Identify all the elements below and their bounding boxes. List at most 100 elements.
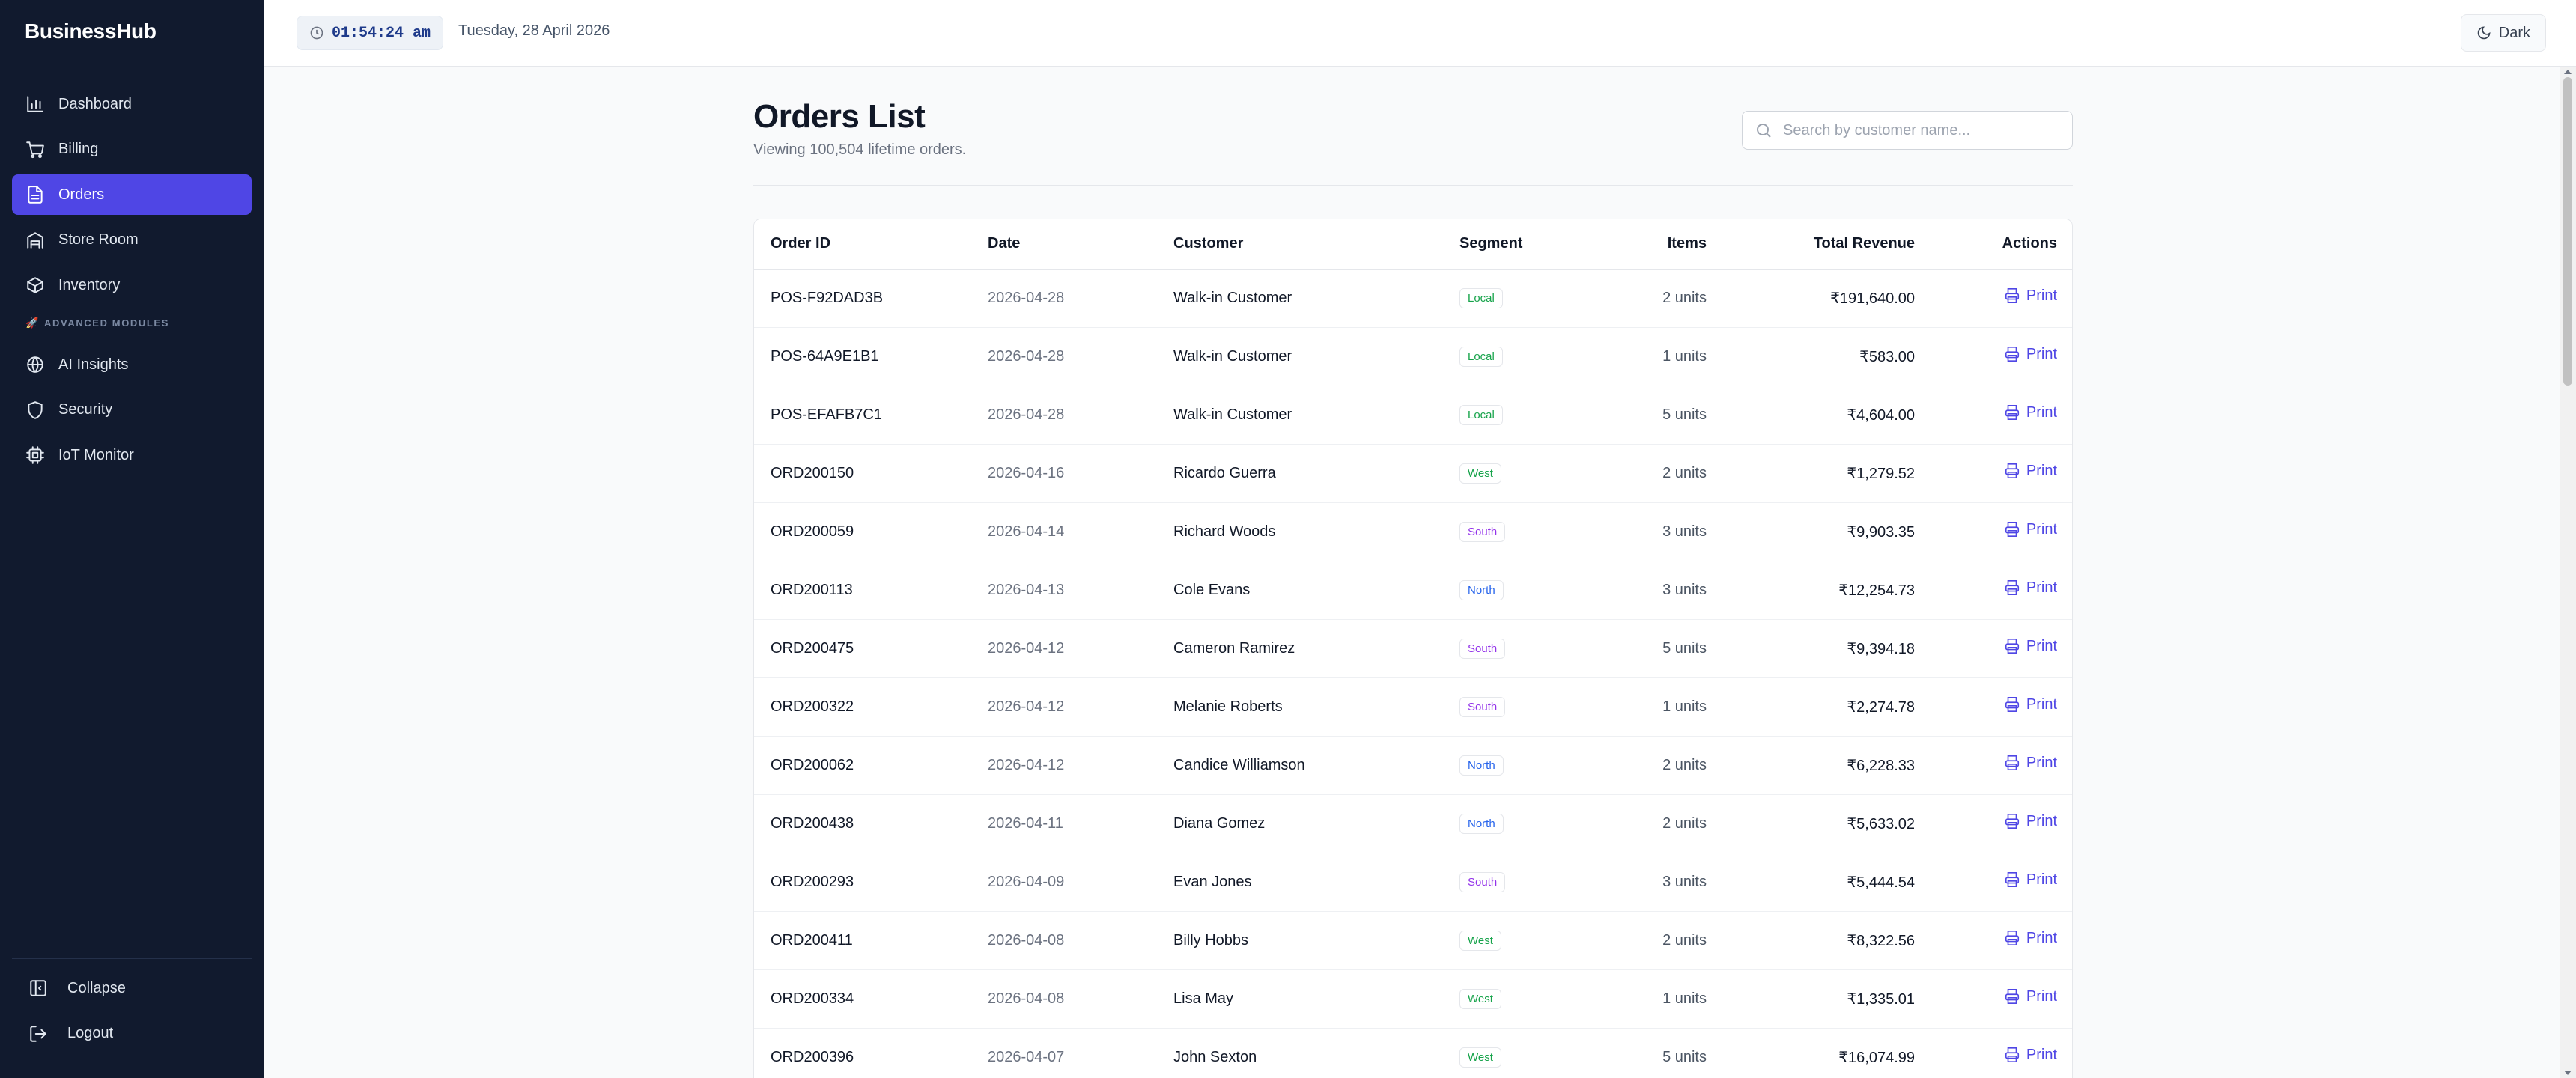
column-header-order-id[interactable]: Order ID [754, 219, 988, 270]
order-id-cell: ORD200059 [754, 502, 988, 561]
segment-badge: South [1459, 696, 1506, 717]
page-scrollbar[interactable] [2560, 67, 2576, 1078]
logout-button[interactable]: Logout [12, 1014, 252, 1054]
print-button[interactable]: Print [2004, 579, 2057, 597]
segment-cell: West [1459, 1028, 1594, 1078]
sidebar-item-orders[interactable]: Orders [12, 174, 252, 215]
date-cell: 2026-04-13 [988, 561, 1173, 620]
rocket-icon: 🚀 [25, 316, 40, 329]
print-button[interactable]: Print [2004, 755, 2057, 772]
dark-mode-button[interactable]: Dark [2460, 14, 2546, 52]
printer-icon [2004, 463, 2026, 479]
customer-cell: Walk-in Customer [1173, 327, 1459, 386]
print-label: Print [2026, 579, 2057, 596]
print-button[interactable]: Print [2004, 638, 2057, 655]
revenue-cell: ₹16,074.99 [1707, 1028, 1915, 1078]
print-button[interactable]: Print [2004, 813, 2057, 830]
sidebar-item-dashboard[interactable]: Dashboard [12, 84, 252, 124]
search-icon [1757, 124, 1771, 138]
revenue-cell: ₹6,228.33 [1707, 736, 1915, 795]
sidebar-item-label: Store Room [58, 231, 139, 248]
revenue-cell: ₹1,279.52 [1707, 444, 1915, 503]
order-id-cell: ORD200438 [754, 794, 988, 853]
customer-cell: Lisa May [1173, 969, 1459, 1029]
customer-cell: Walk-in Customer [1173, 386, 1459, 445]
logout-icon [28, 1024, 48, 1044]
printer-icon [2004, 871, 2026, 888]
date-cell: 2026-04-16 [988, 444, 1173, 503]
sidebar-item-store-room[interactable]: Store Room [12, 220, 252, 261]
print-button[interactable]: Print [2004, 988, 2057, 1005]
print-button[interactable]: Print [2004, 346, 2057, 363]
scroll-down-arrow[interactable] [2564, 1071, 2572, 1075]
actions-cell: Print [1915, 969, 2072, 1029]
order-id-cell: POS-F92DAD3B [754, 269, 988, 328]
date-cell: 2026-04-08 [988, 911, 1173, 970]
segment-cell: Local [1459, 269, 1594, 328]
table-row: ORD200438 2026-04-11 Diana Gomez North 2 uni… [754, 794, 2072, 853]
revenue-cell: ₹9,394.18 [1707, 619, 1915, 678]
print-button[interactable]: Print [2004, 463, 2057, 480]
printer-icon [2004, 930, 2026, 946]
column-header-segment[interactable]: Segment [1459, 219, 1594, 270]
sidebar-item-billing[interactable]: Billing [12, 130, 252, 170]
order-id-cell: ORD200293 [754, 853, 988, 912]
print-button[interactable]: Print [2004, 696, 2057, 713]
page-subtitle: Viewing 100,504 lifetime orders. [753, 141, 967, 158]
column-header-customer[interactable]: Customer [1173, 219, 1459, 270]
search-box [1742, 111, 2073, 150]
items-cell: 5 units [1594, 386, 1707, 445]
column-header-date[interactable]: Date [988, 219, 1173, 270]
order-id-cell: ORD200396 [754, 1028, 988, 1078]
sidebar-item-security[interactable]: Security [12, 390, 252, 430]
sidebar-item-ai-insights[interactable]: AI Insights [12, 344, 252, 385]
printer-icon [2004, 579, 2026, 596]
search-input[interactable] [1783, 121, 2060, 139]
package-icon [25, 275, 45, 295]
segment-cell: North [1459, 736, 1594, 795]
table-row: POS-EFAFB7C1 2026-04-28 Walk-in Customer Lo… [754, 386, 2072, 445]
segment-badge: West [1459, 463, 1501, 484]
print-label: Print [2026, 462, 2057, 479]
print-button[interactable]: Print [2004, 930, 2057, 947]
date-cell: 2026-04-12 [988, 677, 1173, 737]
clock-display: 01:54:24 am [297, 16, 444, 50]
printer-icon [2004, 521, 2026, 538]
print-button[interactable]: Print [2004, 1047, 2057, 1064]
segment-cell: South [1459, 619, 1594, 678]
sidebar-nav: Dashboard Billing Orders Store Room Inve… [12, 84, 252, 481]
column-header-revenue[interactable]: Total Revenue [1707, 219, 1915, 270]
section-label-advanced: 🚀 ADVANCED MODULES [25, 316, 169, 329]
print-button[interactable]: Print [2004, 287, 2057, 305]
main-content: Orders List Viewing 100,504 lifetime ord… [264, 67, 2576, 1078]
actions-cell: Print [1915, 853, 2072, 912]
cart-icon [25, 140, 45, 159]
column-header-items[interactable]: Items [1594, 219, 1707, 270]
print-button[interactable]: Print [2004, 871, 2057, 889]
segment-cell: South [1459, 677, 1594, 737]
segment-badge: Local [1459, 287, 1503, 308]
sidebar-item-inventory[interactable]: Inventory [12, 265, 252, 305]
print-button[interactable]: Print [2004, 521, 2057, 538]
table-row: ORD200293 2026-04-09 Evan Jones South 3 unit… [754, 853, 2072, 912]
printer-icon [2004, 813, 2026, 829]
collapse-button[interactable]: Collapse [12, 968, 252, 1008]
customer-cell: Diana Gomez [1173, 794, 1459, 853]
print-button[interactable]: Print [2004, 404, 2057, 421]
table-row: POS-64A9E1B1 2026-04-28 Walk-in Customer Lo… [754, 327, 2072, 386]
globe-icon [25, 355, 45, 374]
actions-cell: Print [1915, 444, 2072, 503]
customer-cell: John Sexton [1173, 1028, 1459, 1078]
print-label: Print [2026, 637, 2057, 654]
revenue-cell: ₹8,322.56 [1707, 911, 1915, 970]
scroll-thumb[interactable] [2563, 77, 2572, 386]
items-cell: 3 units [1594, 502, 1707, 561]
scroll-up-arrow[interactable] [2564, 70, 2572, 74]
table-row: POS-F92DAD3B 2026-04-28 Walk-in Customer Lo… [754, 269, 2072, 328]
segment-cell: Local [1459, 327, 1594, 386]
segment-badge: West [1459, 1047, 1501, 1068]
items-cell: 2 units [1594, 736, 1707, 795]
revenue-cell: ₹5,444.54 [1707, 853, 1915, 912]
sidebar-item-iot-monitor[interactable]: IoT Monitor [12, 435, 252, 475]
cpu-icon [25, 445, 45, 465]
